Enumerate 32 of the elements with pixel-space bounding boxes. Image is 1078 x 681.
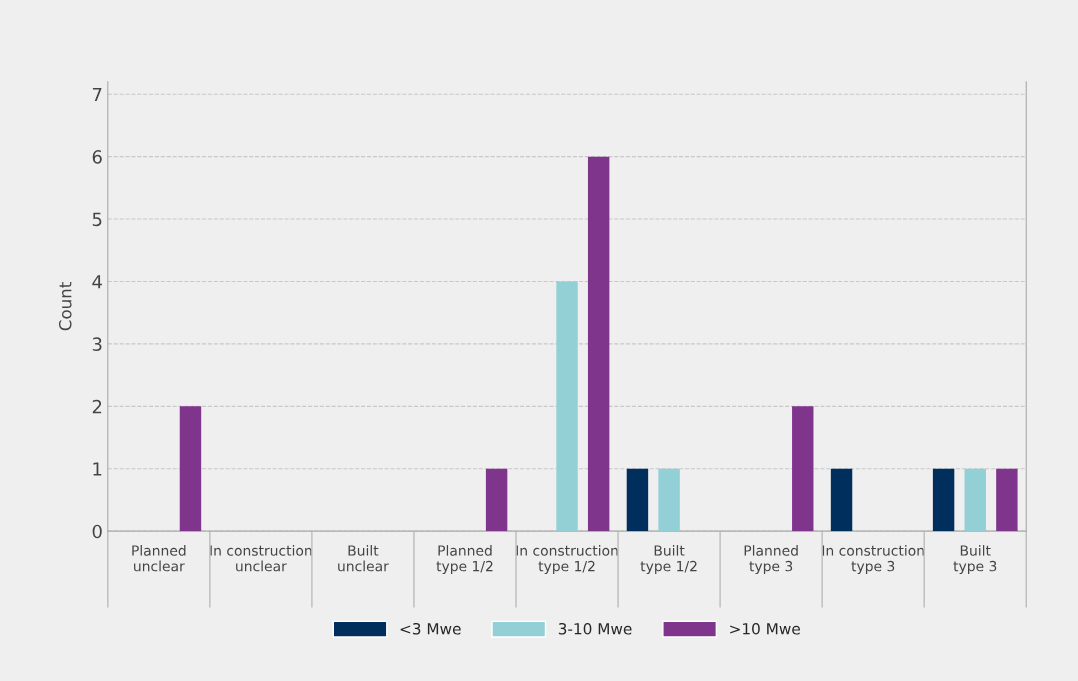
bar xyxy=(485,468,508,532)
legend-label: <3 Mwe xyxy=(400,622,461,635)
y-axis-title: Count xyxy=(58,282,72,331)
bar xyxy=(626,468,649,532)
bar xyxy=(556,281,578,532)
y-tick-label: 1 xyxy=(93,462,102,476)
bar xyxy=(179,406,202,532)
y-tick-label: 7 xyxy=(92,87,102,102)
bar xyxy=(964,468,986,532)
y-tick-label: 5 xyxy=(92,212,102,227)
y-tick-label: 4 xyxy=(92,275,102,289)
bar xyxy=(587,156,610,532)
bar xyxy=(830,468,853,532)
x-tick-label: Built type 3 xyxy=(953,545,997,575)
x-tick-label: In construction type 3 xyxy=(822,545,924,575)
x-tick-label: Planned type 3 xyxy=(744,545,798,575)
bar xyxy=(792,406,814,532)
bar xyxy=(658,468,680,532)
bar xyxy=(996,468,1018,532)
y-tick-label: 3 xyxy=(92,337,102,352)
x-tick-label: Planned unclear xyxy=(132,545,186,572)
y-tick-label: 6 xyxy=(92,150,102,164)
x-tick-label: In construction unclear xyxy=(210,545,312,572)
x-tick-label: Built unclear xyxy=(338,545,389,572)
x-tick-label: In construction type 1/2 xyxy=(516,545,618,575)
y-tick-label: 2 xyxy=(92,399,102,414)
y-tick-label: 0 xyxy=(92,524,102,539)
x-tick-label: Planned type 1/2 xyxy=(436,545,493,575)
legend-label: >10 Mwe xyxy=(730,622,800,635)
legend-label: 3-10 Mwe xyxy=(558,622,632,635)
x-tick-label: Built type 1/2 xyxy=(640,545,697,575)
bar xyxy=(932,468,955,532)
